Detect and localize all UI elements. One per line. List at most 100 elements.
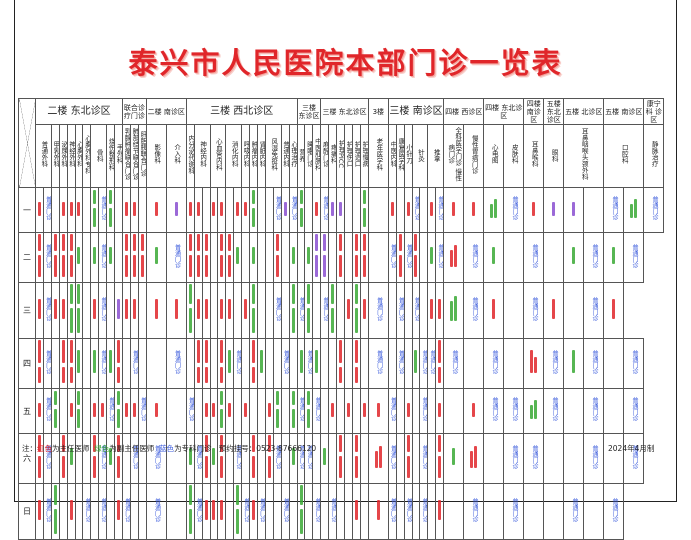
weekday-label: 日 (18, 483, 36, 540)
general-clinic-text: 普通门诊 (44, 243, 52, 268)
zone-header: 康宁科 诊区 (643, 98, 665, 125)
general-clinic-cell: 普通门诊 (623, 338, 645, 389)
doctor-name-mark (299, 208, 303, 227)
doctor-name-mark (354, 308, 358, 333)
doctor-cell (114, 282, 124, 339)
general-clinic-text: 普通门诊 (107, 397, 115, 421)
doctor-cell (193, 282, 203, 339)
doctor-cell (35, 282, 44, 339)
doctor-name-mark (354, 234, 358, 251)
doctor-name-mark (69, 402, 73, 417)
note-prefix: 注： (22, 444, 37, 453)
general-clinic-cell: 普通门诊 (42, 388, 52, 434)
general-clinic-text: 普通门诊 (375, 349, 383, 374)
general-clinic-text: 普通门诊 (314, 497, 321, 522)
doctor-name-mark (117, 409, 121, 428)
empty-cell (82, 388, 92, 434)
doctor-name-mark (438, 402, 442, 417)
doctor-name-mark (220, 456, 224, 478)
doctor-name-mark (291, 391, 295, 405)
empty-cell (209, 282, 219, 339)
general-clinic-text: 普通门诊 (389, 444, 397, 469)
department-header: 泌尿外科 (58, 124, 68, 188)
department-label: 康复医学科 (396, 137, 405, 171)
doctor-name-mark (117, 391, 121, 405)
doctor-cell (66, 433, 76, 484)
general-clinic-text: 普通门诊 (131, 444, 139, 469)
general-clinic-cell: 普通门诊 (129, 338, 139, 389)
empty-cell (256, 388, 266, 434)
doctor-cell (165, 187, 187, 233)
doctor-cell (35, 388, 44, 434)
doctor-name-mark (315, 201, 319, 216)
general-clinic-text: 普通门诊 (44, 397, 52, 421)
department-label: 心理治疗 (289, 141, 298, 167)
doctor-name-mark (534, 399, 538, 419)
doctor-cell (403, 433, 413, 484)
doctor-name-mark (236, 247, 240, 264)
empty-cell (165, 388, 187, 434)
doctor-name-mark (132, 402, 136, 417)
doctor-name-mark (204, 340, 208, 363)
doctor-name-mark (323, 448, 327, 465)
doctor-name-mark (299, 509, 303, 534)
doctor-name-mark (259, 350, 263, 373)
empty-cell (225, 433, 235, 484)
general-clinic-text: 普通门诊 (405, 497, 413, 522)
department-label: 内分泌代谢科 (186, 134, 195, 174)
doctor-cell (35, 232, 44, 283)
general-clinic-text: 普通门诊 (389, 497, 397, 522)
doctor-name-mark (244, 402, 248, 417)
general-clinic-text: 普通门诊 (298, 397, 305, 421)
doctor-cell (304, 388, 314, 434)
doctor-name-mark (220, 499, 224, 520)
doctor-cell (201, 232, 211, 283)
general-clinic-text: 普通门诊 (450, 349, 458, 374)
doctor-name-mark (220, 201, 224, 216)
empty-cell (209, 232, 219, 283)
doctor-cell (411, 338, 421, 389)
general-clinic-text: 普通门诊 (397, 296, 405, 321)
empty-cell (403, 338, 413, 389)
doctor-name-mark (252, 340, 255, 363)
general-clinic-cell: 普通门诊 (129, 433, 139, 484)
doctor-name-mark (61, 255, 65, 277)
doctor-cell (603, 282, 625, 339)
clinic-schedule-table: 二楼 东北诊区 联合诊疗门诊 二楼 南诊区 三楼 西北诊区 三楼 东诊区 三楼 东北诊区 3… (18, 98, 665, 540)
general-clinic-cell: 普通门诊 (523, 232, 545, 283)
department-label: 乳腺肿瘤联合门诊 (123, 128, 131, 180)
doctor-cell (623, 187, 645, 233)
doctor-name-mark (339, 201, 343, 216)
empty-cell (304, 483, 314, 540)
general-clinic-text: 普通门诊 (234, 349, 242, 374)
department-label: 骨科 (95, 148, 104, 162)
doctor-cell (336, 338, 346, 389)
doctor-name-mark (196, 255, 200, 277)
general-clinic-text: 普通门诊 (322, 196, 329, 220)
doctor-cell (443, 282, 465, 339)
doctor-cell (351, 282, 361, 339)
general-clinic-text: 普通门诊 (195, 444, 203, 469)
general-clinic-cell: 普通门诊 (583, 338, 605, 389)
legend-green-desc: 为副主任医师 (109, 444, 155, 453)
department-label: 甲乳外科 (51, 141, 60, 167)
zone-header: 四楼 西诊区 (443, 98, 485, 125)
doctor-name-mark (331, 201, 335, 216)
general-clinic-cell: 普通门诊 (463, 232, 485, 283)
weekday-label: 三 (18, 282, 36, 339)
doctor-name-mark (252, 308, 255, 333)
department-label: 推拿 (432, 148, 441, 162)
doctor-name-mark (406, 402, 410, 417)
doctor-cell (359, 388, 369, 434)
doctor-cell (122, 232, 131, 283)
department-header: 普通外科 (35, 124, 52, 188)
doctor-name-mark (275, 234, 279, 251)
empty-cell (543, 232, 565, 283)
doctor-name-mark (452, 448, 456, 465)
doctor-cell (304, 282, 314, 339)
doctor-name-mark (572, 201, 576, 216)
doctor-cell (427, 187, 437, 233)
doctor-cell (312, 187, 322, 233)
empty-cell (320, 388, 330, 434)
doctor-cell (233, 232, 243, 283)
